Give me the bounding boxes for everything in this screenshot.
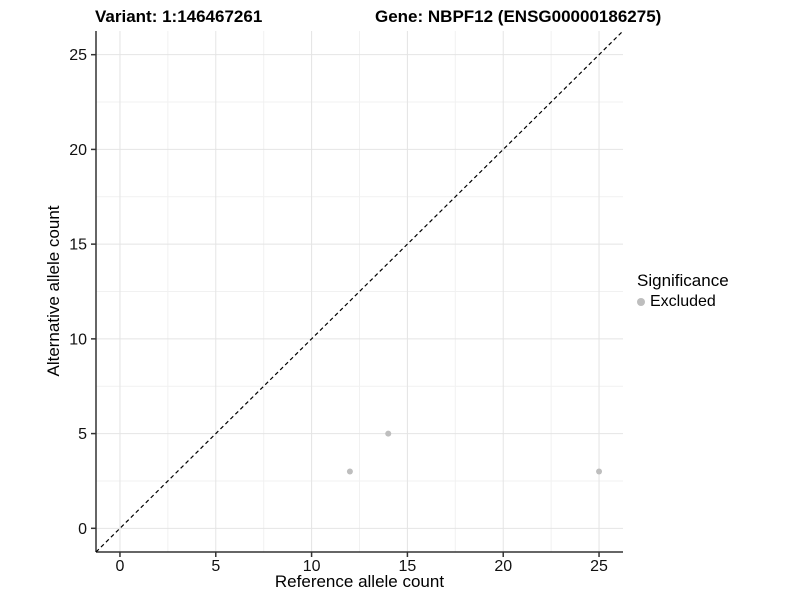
x-tick-label: 25 [590, 558, 608, 575]
legend-item-excluded: Excluded [637, 293, 729, 311]
y-tick-label: 20 [69, 142, 87, 159]
data-point [385, 430, 392, 437]
gene-title: Gene: NBPF12 (ENSG00000186275) [375, 7, 662, 26]
legend-title: Significance [637, 271, 729, 290]
x-tick-label: 15 [399, 558, 417, 575]
variant-title: Variant: 1:146467261 [95, 7, 263, 26]
y-tick-label: 15 [69, 237, 87, 254]
legend: Significance Excluded [637, 271, 729, 311]
x-tick-label: 20 [494, 558, 512, 575]
data-point [596, 468, 603, 475]
legend-item-label: Excluded [650, 293, 716, 310]
legend-point-swatch [637, 298, 645, 306]
y-tick-label: 5 [78, 426, 87, 443]
identity-line [95, 30, 624, 553]
data-point [346, 468, 353, 475]
x-tick-label: 0 [116, 558, 125, 575]
y-tick-label: 0 [78, 521, 87, 538]
x-axis-label: Reference allele count [274, 572, 445, 591]
x-tick-label: 5 [211, 558, 220, 575]
x-tick-label: 10 [303, 558, 321, 575]
y-tick-label: 25 [69, 47, 87, 64]
y-tick-label: 10 [69, 331, 87, 348]
